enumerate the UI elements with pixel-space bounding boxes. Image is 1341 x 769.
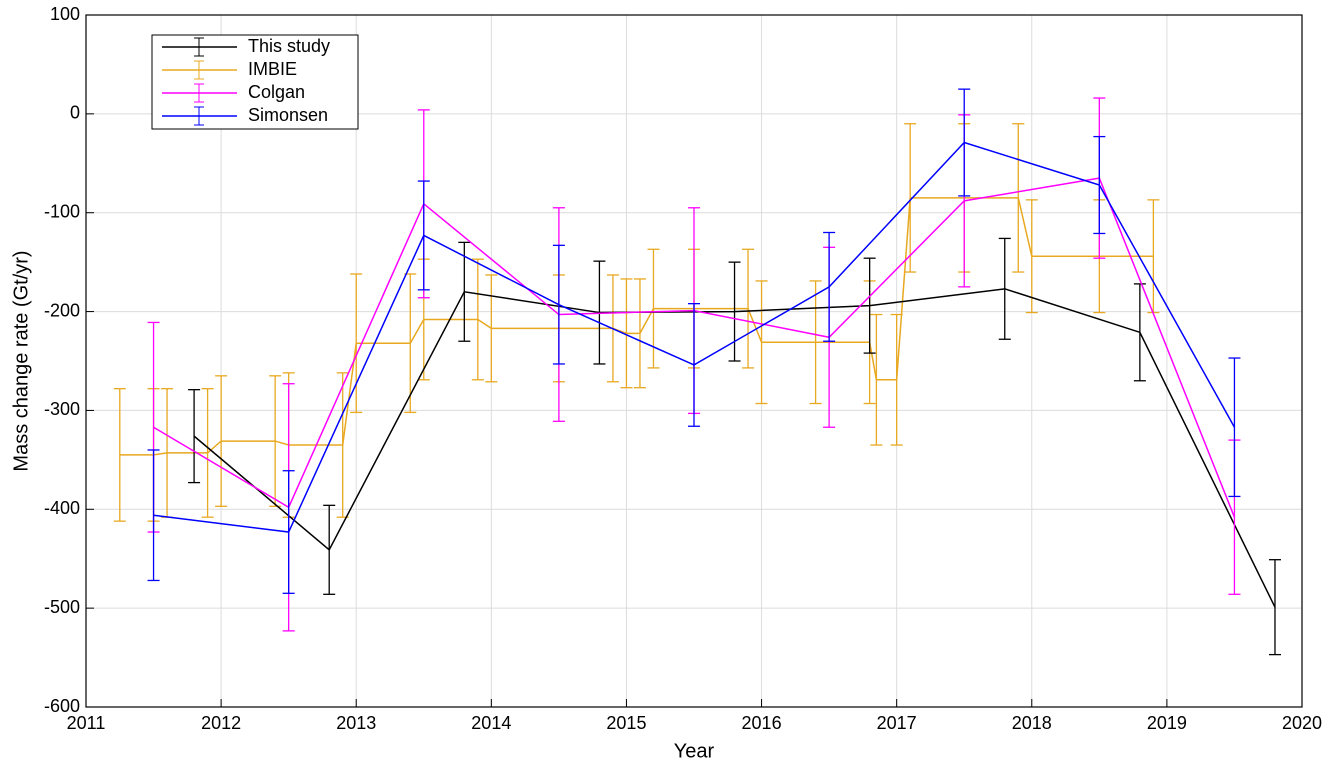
legend-label: IMBIE (248, 59, 297, 79)
x-tick-label: 2013 (336, 713, 376, 733)
x-tick-label: 2019 (1147, 713, 1187, 733)
y-tick-label: -600 (44, 696, 80, 716)
x-axis-label: Year (674, 740, 715, 762)
legend-label: Simonsen (248, 105, 328, 125)
legend-box (151, 34, 359, 130)
x-tick-label: 2011 (67, 713, 106, 733)
y-tick-label: -500 (44, 597, 80, 617)
x-tick-label: 2017 (877, 713, 917, 733)
x-tick-label: 2018 (1012, 713, 1052, 733)
series-line (153, 141, 1236, 533)
x-tick-label: 2015 (606, 713, 646, 733)
y-tick-label: 100 (50, 4, 80, 24)
x-tick-label: 2012 (201, 713, 241, 733)
legend-label: Colgan (248, 82, 305, 102)
x-tick-label: 2014 (471, 713, 511, 733)
y-tick-label: -100 (44, 201, 80, 221)
y-tick-label: -200 (44, 300, 80, 320)
legend-label: This study (248, 36, 330, 56)
y-axis-label: Mass change rate (Gt/yr) (10, 250, 32, 471)
series-line (119, 197, 1154, 456)
series-line (193, 288, 1276, 608)
y-tick-label: 0 (70, 103, 80, 123)
x-tick-label: 2016 (742, 713, 782, 733)
y-tick-label: -300 (44, 399, 80, 419)
y-tick-label: -400 (44, 498, 80, 518)
x-tick-label: 2020 (1282, 713, 1322, 733)
plot-frame (85, 14, 1303, 708)
